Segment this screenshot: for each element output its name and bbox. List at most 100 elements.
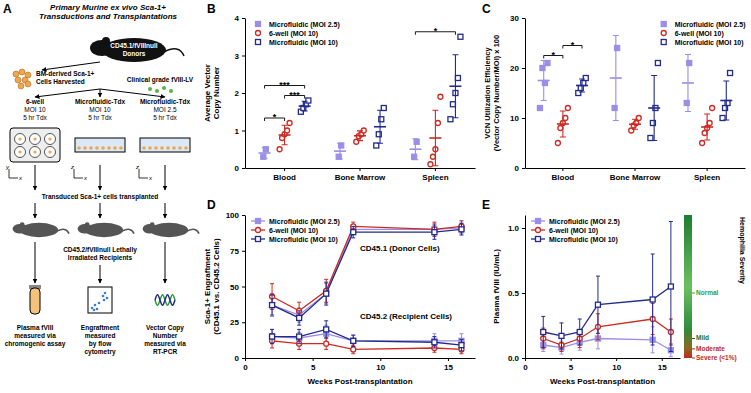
mouse-tail [122, 229, 134, 233]
axis-letter: z [135, 164, 139, 170]
tick-mark [707, 168, 708, 171]
point [583, 76, 588, 81]
point [351, 338, 356, 343]
axis-title: (CD45.1 vs. CD45.2 Cells) [212, 238, 221, 335]
tick: 0 [243, 358, 248, 372]
vector-particle [155, 89, 159, 93]
tick: 50 [230, 283, 245, 292]
error-bar [651, 76, 657, 141]
panel-label: B [207, 2, 216, 16]
flow-dot [104, 292, 107, 295]
arrow [35, 203, 36, 218]
tick: 100 [226, 211, 245, 220]
error-bar [297, 311, 301, 325]
point [707, 121, 712, 126]
tick-mark [522, 168, 525, 169]
legend-label: Microfluidic (MOI 10) [675, 39, 744, 47]
point [565, 106, 570, 111]
error-bar [723, 81, 729, 120]
line [272, 229, 461, 318]
legend-label: Microfluidic (MOI 2.5) [549, 218, 620, 226]
readout-label: chromogenic assay [5, 340, 66, 348]
legend-label: Microfluidic (MOI 2.5) [269, 218, 340, 226]
tick: 20 [510, 64, 525, 73]
tick-label: 0 [235, 354, 240, 363]
axis-letter: x [83, 175, 88, 181]
donor-label: CD45.1/fVIIInull [110, 42, 158, 49]
legend-marker [661, 22, 666, 27]
cell [172, 146, 176, 150]
tick: 25 [230, 318, 245, 327]
cell [83, 146, 87, 150]
vector-particle [162, 86, 166, 90]
tick-label: 0.0 [508, 354, 520, 363]
axis: BloodBone MarrowSpleen [246, 168, 476, 182]
error-bar [270, 329, 274, 343]
error-bar [541, 316, 545, 347]
tick-mark [242, 287, 245, 288]
arm-label: 5 hr Tdx [23, 114, 47, 121]
tick-label: 5 [311, 363, 316, 372]
legend-marker [256, 31, 261, 36]
tick-mark [662, 358, 663, 361]
tick-mark [242, 131, 245, 132]
legend-marker [536, 219, 541, 224]
arm-label: MOI 10 [89, 106, 111, 113]
arrow [35, 165, 36, 190]
tick-mark [522, 228, 525, 229]
legend-marker [536, 228, 541, 233]
point [710, 106, 715, 111]
mouse-ear [102, 37, 110, 45]
tick-label: 2 [235, 89, 240, 98]
cell [119, 146, 123, 150]
severity-tick [692, 338, 695, 339]
arm-label: 5 hr Tdx [153, 114, 177, 121]
tick-label: 5 [569, 363, 574, 372]
point [655, 61, 660, 66]
well [45, 134, 56, 145]
point [324, 291, 329, 296]
error-bar [432, 337, 436, 348]
plot-marks [541, 222, 674, 357]
microfluidic-device [75, 138, 125, 152]
annotation: CD45.2 (Recipient Cells) [360, 312, 452, 321]
axis: 0102030 [510, 14, 525, 173]
arrow [165, 165, 166, 190]
tick-label: 10 [510, 114, 519, 123]
error-bar [297, 329, 301, 343]
severity-tick [692, 348, 695, 349]
tick-label: 75 [230, 247, 239, 256]
helix [155, 295, 175, 306]
diagram: APrimary Murine ex vivo Sca-1+Transducti… [3, 2, 199, 356]
plot-marks [259, 34, 463, 167]
legend-marker [256, 22, 261, 27]
severity-bar [684, 215, 692, 358]
tick-label: Spleen [694, 173, 720, 182]
legend-marker [256, 219, 261, 224]
readout-label: measured via [14, 332, 56, 339]
tick-label: 1.0 [508, 224, 520, 233]
line [543, 287, 671, 336]
figure: APrimary Murine ex vivo Sca-1+Transducti… [0, 0, 751, 393]
cell [48, 137, 51, 140]
legend-marker [256, 40, 261, 45]
cell [13, 71, 19, 77]
point [702, 131, 707, 136]
panel-label: C [482, 2, 491, 16]
helix [155, 295, 175, 306]
tick-label: 0 [235, 164, 240, 173]
tick: Blood [552, 168, 575, 182]
severity-label: Normal [696, 289, 719, 296]
cell [33, 137, 36, 140]
tick: Bone Marrow [335, 168, 386, 182]
legend-label: 6-well (MOI 10) [675, 30, 724, 38]
mouse-ear [20, 222, 25, 227]
arrow [42, 62, 100, 70]
legend-label: Microfluidic (MOI 10) [269, 236, 338, 244]
panel-label: D [207, 198, 216, 212]
cell [18, 137, 21, 140]
point [351, 338, 356, 343]
harvest-label: BM-derived Sca-1+ [36, 70, 95, 77]
point [448, 117, 453, 122]
figure-container: APrimary Murine ex vivo Sca-1+Transducti… [0, 0, 751, 393]
